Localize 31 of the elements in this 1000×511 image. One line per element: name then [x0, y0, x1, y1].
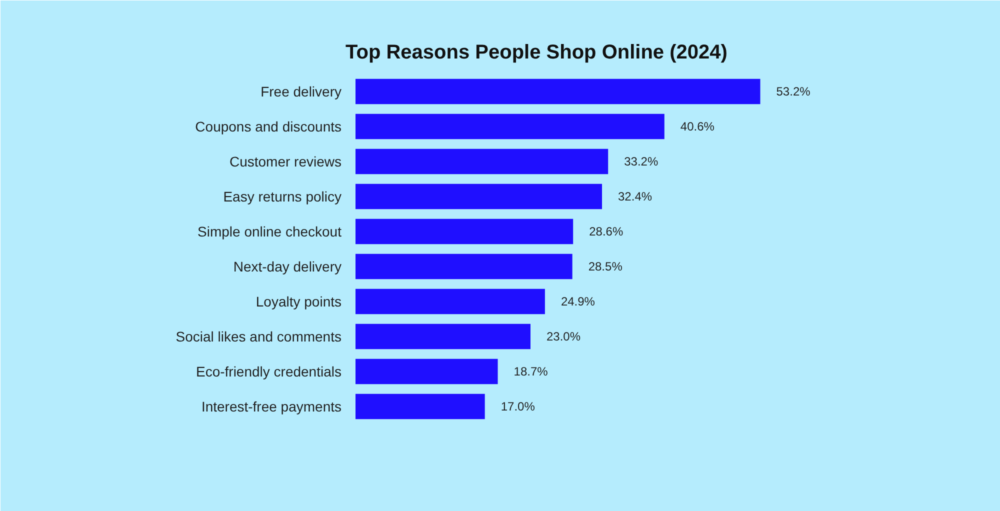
y-tick-label: Simple online checkout: [198, 224, 342, 240]
data-label: 23.0%: [546, 330, 581, 344]
data-label: 53.2%: [776, 84, 811, 98]
data-label: 32.4%: [618, 190, 652, 204]
y-tick-label: Customer reviews: [229, 154, 342, 170]
y-tick-label: Coupons and discounts: [195, 118, 342, 134]
data-label: 28.5%: [588, 260, 623, 274]
bar: [356, 288, 545, 314]
data-label: 24.9%: [560, 294, 596, 308]
data-label: 40.6%: [680, 120, 715, 134]
data-label: 17.0%: [500, 400, 536, 414]
bar: [356, 394, 485, 420]
data-label: 33.2%: [624, 154, 658, 168]
bar: [356, 218, 574, 244]
data-label: 28.6%: [589, 224, 624, 238]
chart-title: Top Reasons People Shop Online (2024): [346, 42, 728, 64]
y-tick-label: Free delivery: [260, 84, 342, 100]
y-tick-label: Eco-friendly credentials: [196, 364, 342, 380]
y-tick-label: Interest-free payments: [201, 398, 342, 414]
y-tick-label: Next-day delivery: [233, 258, 342, 274]
y-tick-label: Easy returns policy: [223, 188, 342, 204]
bar: [356, 148, 608, 174]
bar: [356, 358, 498, 384]
bar: [356, 78, 760, 104]
bar: [356, 254, 572, 280]
y-tick-label: Social likes and comments: [176, 328, 342, 344]
bar: [356, 184, 602, 210]
bar: [356, 114, 664, 140]
bar: [356, 324, 530, 350]
y-tick-label: Loyalty points: [256, 294, 342, 310]
data-label: 18.7%: [514, 364, 548, 378]
